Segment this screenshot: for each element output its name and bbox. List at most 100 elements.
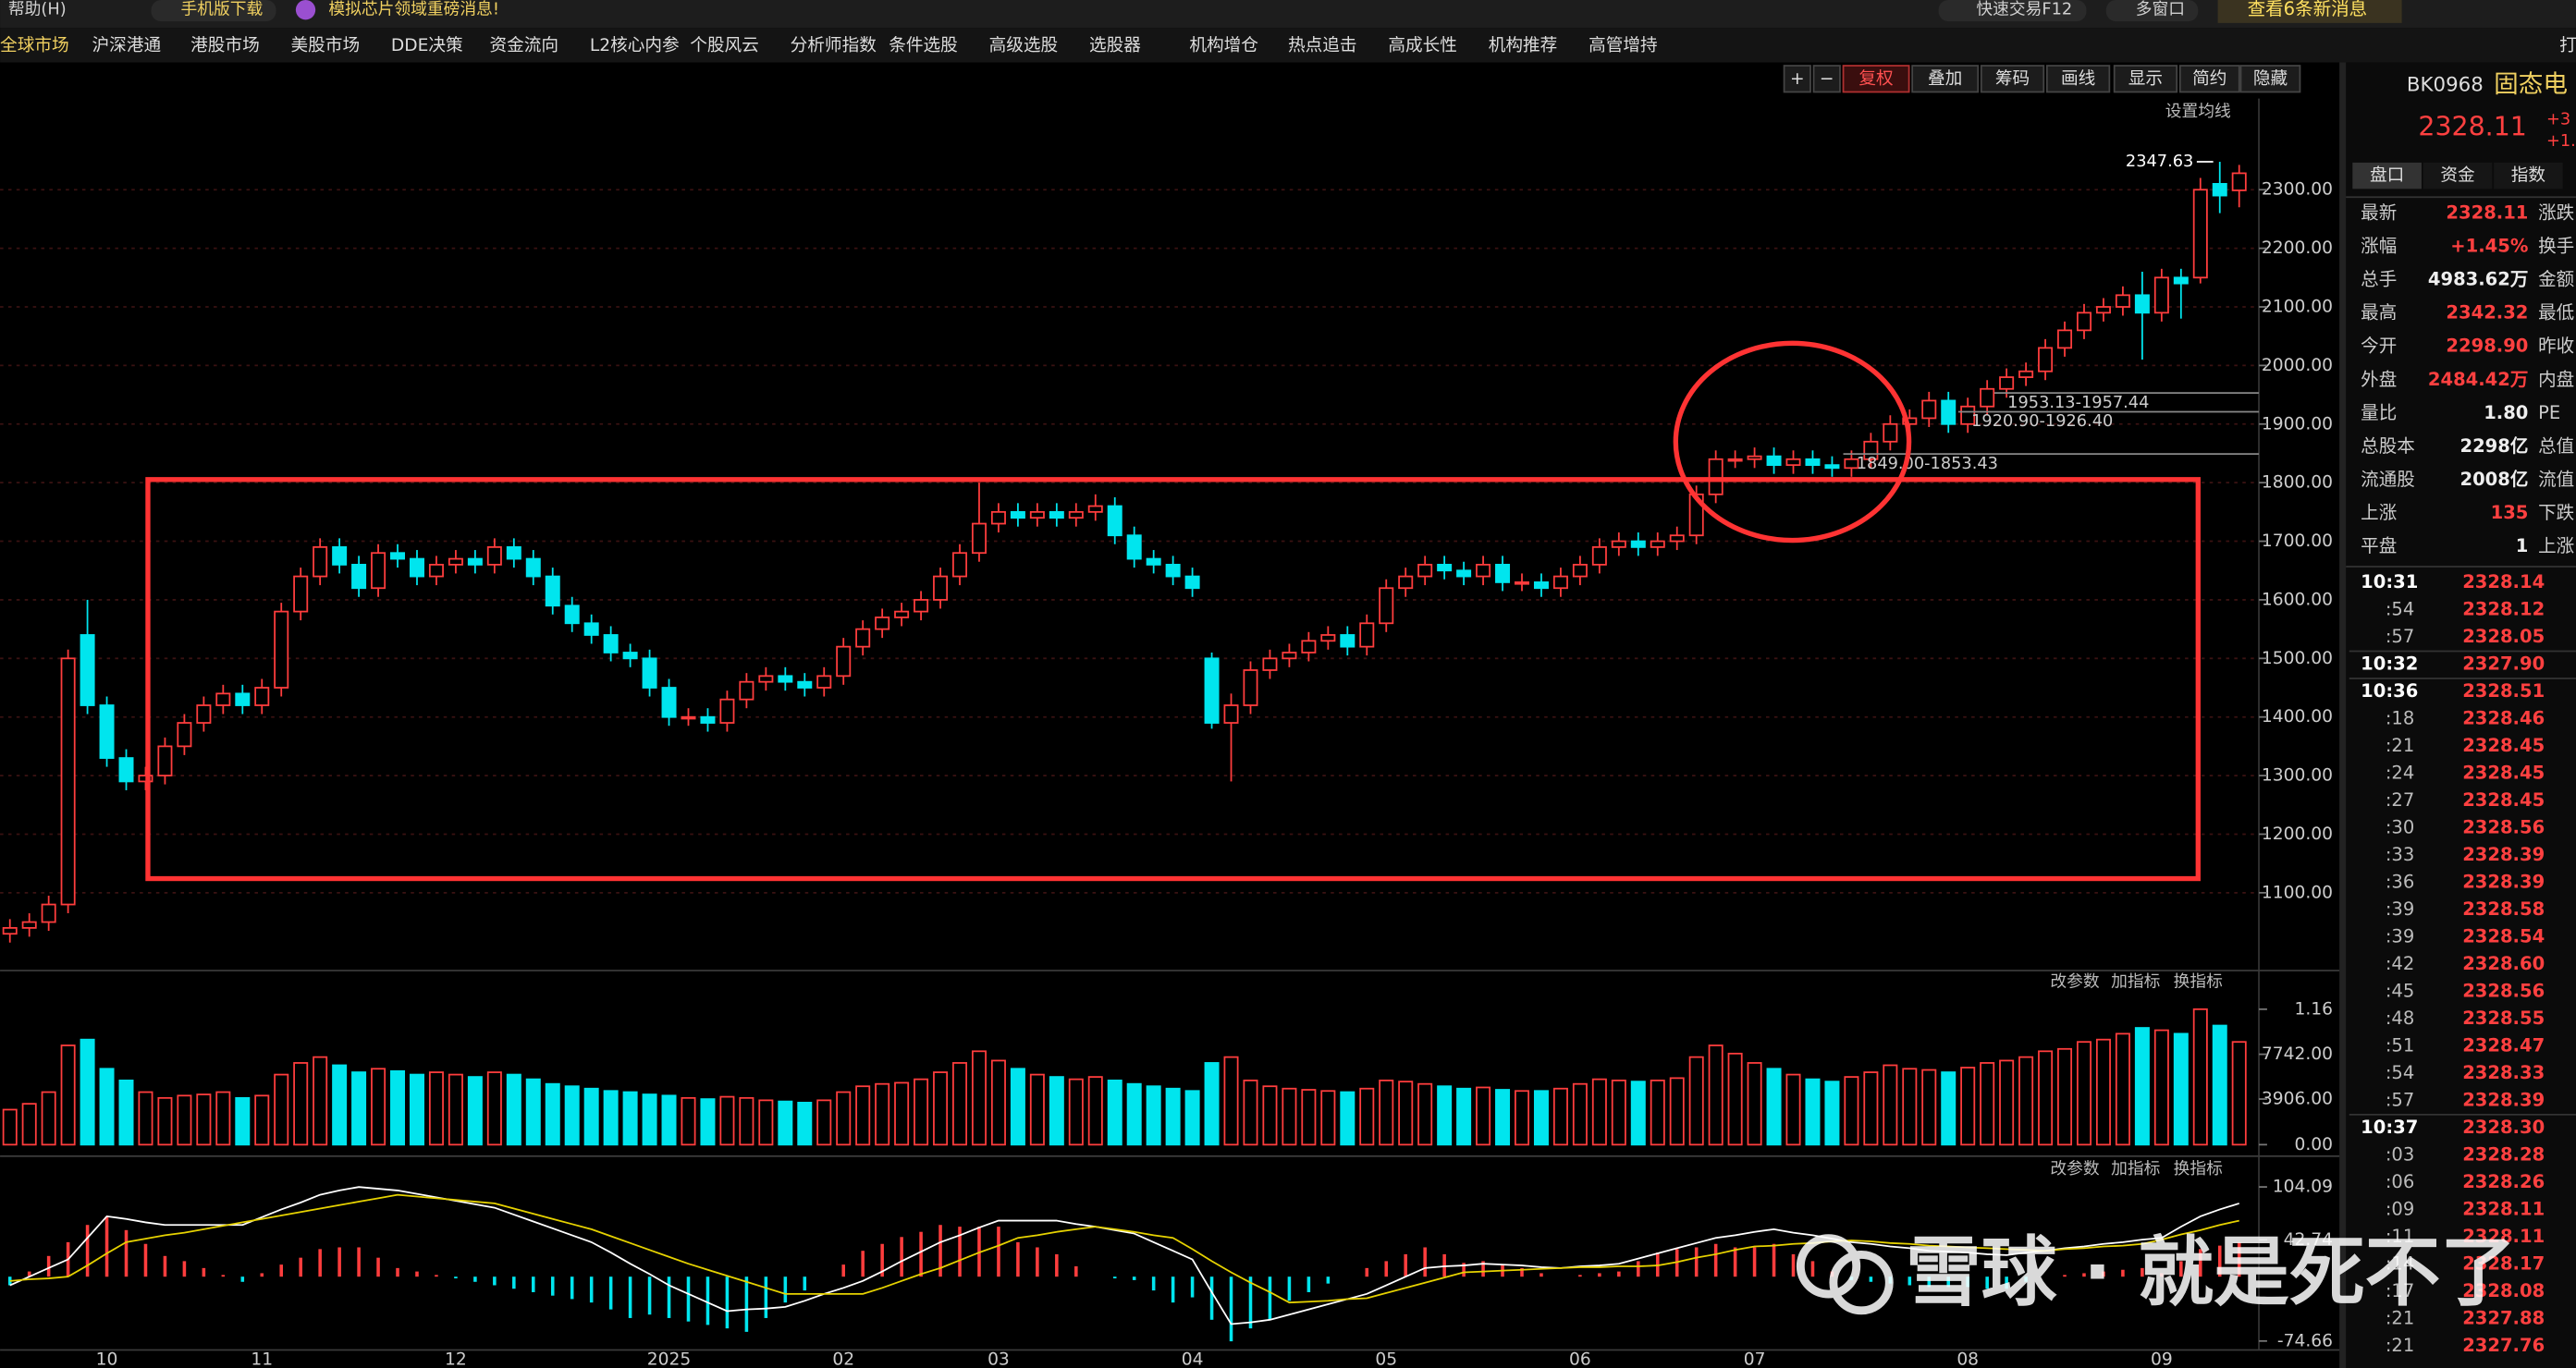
side-tab[interactable] <box>2494 162 2563 189</box>
menu-item[interactable]: 条件选股 <box>889 36 958 55</box>
candle-body <box>80 634 95 706</box>
menu-item[interactable]: 热点追击 <box>1288 36 1357 55</box>
indicator-control[interactable]: 加指标 <box>2111 971 2160 991</box>
quote-label: 总值 <box>2538 435 2574 457</box>
toolbar-label[interactable]: 叠加 <box>1928 69 1962 89</box>
menu-item[interactable]: DDE决策 <box>391 36 463 55</box>
candle-body <box>1301 640 1317 653</box>
volume-bar <box>1960 1067 1976 1146</box>
candle-body <box>583 622 599 636</box>
side-tab-label[interactable]: 盘口 <box>2370 166 2404 186</box>
menu-item[interactable]: 打 <box>2559 36 2576 55</box>
news-headline[interactable]: 模拟芯片领域重磅消息! <box>328 0 499 19</box>
candle-body <box>1611 540 1626 548</box>
message-button[interactable] <box>2217 0 2402 23</box>
volume-bar <box>2192 1008 2208 1146</box>
multi-button[interactable] <box>2105 0 2199 22</box>
candle-body <box>1708 458 1723 495</box>
toolbar-button[interactable] <box>1812 65 1841 93</box>
menu-item[interactable]: 港股市场 <box>190 36 260 55</box>
side-panel <box>2346 62 2576 1368</box>
toolbar-label[interactable]: + <box>1790 69 1805 89</box>
quick-trade[interactable]: 快速交易F12 <box>1976 0 2072 19</box>
menu-item[interactable]: 高级选股 <box>989 36 1059 55</box>
toolbar-label[interactable]: 筹码 <box>1995 69 2030 89</box>
trade-time: :39 <box>2386 926 2414 947</box>
ma-setting[interactable]: 设置均线 <box>2165 102 2231 121</box>
trade-price: 2328.33 <box>2462 1062 2545 1083</box>
trade-price: 2328.45 <box>2462 789 2545 811</box>
toolbar-button[interactable] <box>1911 65 1980 93</box>
candle-body <box>1921 399 1937 420</box>
volume-bar <box>80 1038 95 1146</box>
watermark-logo <box>1796 1234 1861 1299</box>
mobile-download[interactable]: 手机版下载 <box>180 0 263 19</box>
indicator-control[interactable]: 换指标 <box>2174 1159 2223 1179</box>
volume-bar <box>1417 1082 1433 1146</box>
toolbar-button[interactable] <box>2045 65 2111 93</box>
quote-label: 今开 <box>2361 336 2397 357</box>
volume-bar <box>719 1095 735 1146</box>
candle-body <box>933 575 949 601</box>
menu-item[interactable]: 选股器 <box>1089 36 1141 55</box>
quote-label: 最新 <box>2361 202 2397 223</box>
menu-item[interactable]: 沪深港通 <box>92 36 162 55</box>
candle-body <box>409 557 424 578</box>
highlight-ellipse <box>1673 340 1912 544</box>
menu-item[interactable]: 全球市场 <box>0 36 69 55</box>
toolbar-label[interactable]: − <box>1820 69 1834 89</box>
candle-body <box>1515 581 1529 585</box>
volume-bar <box>1863 1071 1879 1146</box>
menu-item[interactable]: 高成长性 <box>1388 36 1457 55</box>
menu-item[interactable]: L2核心内参 <box>590 36 680 55</box>
volume-bar <box>990 1059 1006 1146</box>
side-tab[interactable] <box>2423 162 2493 189</box>
trade-price: 2328.45 <box>2462 735 2545 756</box>
indicator-control[interactable]: 改参数 <box>2050 971 2100 991</box>
quote-label: 金额 <box>2538 269 2574 290</box>
toolbar-button[interactable] <box>1783 65 1811 93</box>
toolbar-button[interactable] <box>2113 65 2178 93</box>
new-messages[interactable]: 查看6条新消息 <box>2248 0 2368 19</box>
multi-window[interactable]: 多窗口 <box>2136 0 2185 19</box>
toolbar-label[interactable]: 画线 <box>2061 69 2095 89</box>
candle-body <box>428 564 444 578</box>
menu-item[interactable]: 个股风云 <box>690 36 759 55</box>
volume-bar <box>428 1071 444 1146</box>
side-tab[interactable] <box>2352 162 2422 189</box>
help-menu[interactable]: 帮助(H) <box>8 0 67 19</box>
indicator-control[interactable]: 改参数 <box>2050 1159 2100 1179</box>
mobile-button[interactable] <box>151 0 276 22</box>
toolbar-button[interactable] <box>1980 65 2045 93</box>
menu-item[interactable]: 美股市场 <box>291 36 361 55</box>
menu-item[interactable]: 分析师指数 <box>791 36 877 55</box>
candle-body <box>1495 564 1511 583</box>
x-tick-label: 04 <box>1182 1350 1204 1368</box>
menu-item[interactable]: 高管增持 <box>1589 36 1658 55</box>
indicator-control[interactable]: 换指标 <box>2174 971 2223 991</box>
toolbar-label[interactable]: 显示 <box>2128 69 2163 89</box>
trade-price: 2328.26 <box>2462 1171 2545 1192</box>
toolbar-button[interactable] <box>1842 65 1910 93</box>
toolbar-button[interactable] <box>2178 65 2240 93</box>
toolbar-label[interactable]: 简约 <box>2192 69 2226 89</box>
side-tab-label[interactable]: 指数 <box>2511 166 2546 186</box>
stock-name: 固态电 <box>2494 70 2568 99</box>
menu-item[interactable]: 资金流向 <box>490 36 559 55</box>
menu-item[interactable]: 机构推荐 <box>1489 36 1558 55</box>
candle-body <box>1844 458 1859 470</box>
y-tick-label: 1300.00 <box>2262 766 2333 786</box>
menu-item[interactable]: 机构增仓 <box>1189 36 1258 55</box>
side-tab-label[interactable]: 资金 <box>2440 166 2475 186</box>
quote-value: 4983.62万 <box>2428 269 2528 290</box>
trade-price: 2328.39 <box>2462 1090 2545 1111</box>
toolbar-label[interactable]: 隐藏 <box>2253 69 2288 89</box>
indicator-control[interactable]: 加指标 <box>2111 1159 2160 1179</box>
toolbar-button[interactable] <box>2239 65 2301 93</box>
candle-body <box>1863 440 1879 460</box>
volume-bar <box>778 1100 793 1146</box>
candle-body <box>1204 657 1220 724</box>
toolbar-label[interactable]: 复权 <box>1858 69 1894 89</box>
trade-button[interactable] <box>1938 0 2087 22</box>
stock-pct: +1. <box>2546 132 2576 151</box>
